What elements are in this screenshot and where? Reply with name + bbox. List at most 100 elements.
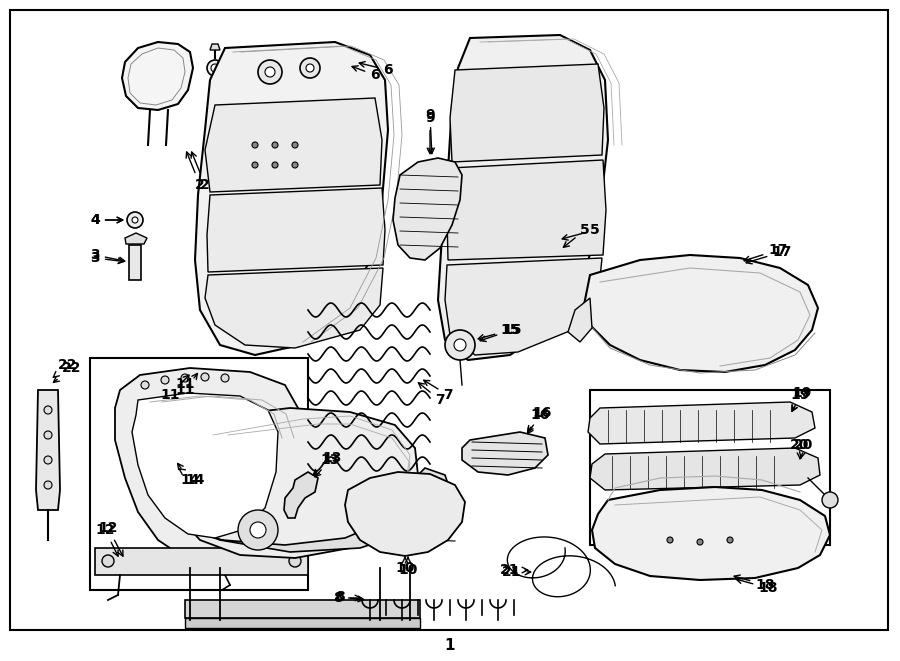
Text: 17: 17 xyxy=(746,245,792,264)
Text: 17: 17 xyxy=(744,243,788,262)
Polygon shape xyxy=(590,448,820,490)
Polygon shape xyxy=(115,368,300,562)
Text: 11: 11 xyxy=(176,373,197,397)
Circle shape xyxy=(306,64,314,72)
Text: 15: 15 xyxy=(478,323,520,340)
Circle shape xyxy=(252,162,258,168)
Polygon shape xyxy=(36,390,60,510)
Polygon shape xyxy=(393,158,462,260)
Text: 2: 2 xyxy=(191,152,210,192)
Circle shape xyxy=(238,510,278,550)
Text: 22: 22 xyxy=(53,361,82,382)
Text: 6: 6 xyxy=(352,66,380,82)
Text: 10: 10 xyxy=(399,557,418,577)
Text: 2: 2 xyxy=(186,152,205,192)
Polygon shape xyxy=(207,188,385,272)
Text: 22: 22 xyxy=(53,358,77,377)
Circle shape xyxy=(445,330,475,360)
Polygon shape xyxy=(588,402,815,444)
Polygon shape xyxy=(592,487,830,580)
Circle shape xyxy=(454,339,466,351)
Text: 3: 3 xyxy=(90,248,125,262)
Polygon shape xyxy=(438,35,608,360)
Circle shape xyxy=(44,456,52,464)
Text: 4: 4 xyxy=(90,213,122,227)
Text: 3: 3 xyxy=(90,251,123,265)
Circle shape xyxy=(141,381,149,389)
Circle shape xyxy=(132,217,138,223)
Text: 16: 16 xyxy=(527,408,550,432)
Circle shape xyxy=(272,142,278,148)
Polygon shape xyxy=(205,268,383,348)
Polygon shape xyxy=(284,472,318,518)
Circle shape xyxy=(667,537,673,543)
Circle shape xyxy=(44,431,52,439)
Bar xyxy=(185,618,420,628)
Text: 5: 5 xyxy=(562,223,600,240)
Text: 4: 4 xyxy=(90,213,122,227)
Text: 16: 16 xyxy=(527,406,552,434)
Circle shape xyxy=(127,212,143,228)
Circle shape xyxy=(289,555,301,567)
Text: 20: 20 xyxy=(790,438,810,459)
Circle shape xyxy=(822,492,838,508)
Text: 12: 12 xyxy=(98,521,123,556)
Circle shape xyxy=(211,64,219,72)
Circle shape xyxy=(272,162,278,168)
Bar xyxy=(130,553,250,568)
Text: 15: 15 xyxy=(480,323,522,342)
Text: 13: 13 xyxy=(313,453,339,475)
Text: 14: 14 xyxy=(179,469,205,487)
Text: 9: 9 xyxy=(425,108,435,153)
Text: 8: 8 xyxy=(333,591,361,605)
Circle shape xyxy=(727,537,733,543)
Text: 21: 21 xyxy=(500,563,527,577)
Text: 7: 7 xyxy=(424,380,453,402)
Text: 19: 19 xyxy=(790,388,810,411)
Circle shape xyxy=(201,373,209,381)
Polygon shape xyxy=(178,408,418,558)
Text: 21: 21 xyxy=(502,565,531,579)
Text: 1: 1 xyxy=(445,637,455,652)
Text: 11: 11 xyxy=(176,377,194,391)
Text: 18: 18 xyxy=(734,575,775,592)
Circle shape xyxy=(181,374,189,382)
Polygon shape xyxy=(447,160,606,260)
Text: 7: 7 xyxy=(418,383,445,407)
Polygon shape xyxy=(462,432,548,475)
Polygon shape xyxy=(129,245,141,280)
Polygon shape xyxy=(345,472,465,556)
Circle shape xyxy=(292,142,298,148)
Circle shape xyxy=(102,555,114,567)
Polygon shape xyxy=(210,44,220,50)
Circle shape xyxy=(207,60,223,76)
Text: 6: 6 xyxy=(359,61,392,77)
Text: 13: 13 xyxy=(315,451,342,477)
Circle shape xyxy=(161,376,169,384)
Polygon shape xyxy=(95,548,308,575)
Text: 11: 11 xyxy=(160,375,189,402)
Bar xyxy=(590,390,830,545)
Polygon shape xyxy=(125,233,147,244)
Text: 18: 18 xyxy=(736,578,778,595)
Polygon shape xyxy=(568,298,592,342)
Text: 8: 8 xyxy=(335,590,364,604)
Bar xyxy=(240,290,320,320)
Circle shape xyxy=(258,60,282,84)
Circle shape xyxy=(697,539,703,545)
Text: 14: 14 xyxy=(177,463,200,487)
Text: 20: 20 xyxy=(795,438,814,458)
Circle shape xyxy=(265,67,275,77)
Circle shape xyxy=(221,374,229,382)
Text: 5: 5 xyxy=(563,223,590,247)
Bar xyxy=(90,358,308,590)
Circle shape xyxy=(300,58,320,78)
Text: 9: 9 xyxy=(425,111,435,153)
Circle shape xyxy=(250,522,266,538)
Polygon shape xyxy=(122,42,193,110)
Polygon shape xyxy=(584,255,818,372)
Circle shape xyxy=(44,481,52,489)
Text: 19: 19 xyxy=(792,386,812,411)
Polygon shape xyxy=(180,468,450,552)
Circle shape xyxy=(292,162,298,168)
